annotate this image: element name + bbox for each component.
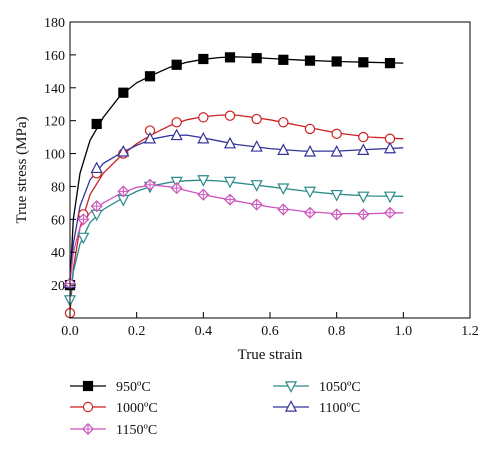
data-point-series-3 — [277, 183, 290, 195]
data-point-series-4 — [357, 208, 370, 221]
data-point-series-2 — [223, 136, 237, 149]
data-point-series-0 — [91, 118, 102, 130]
data-point-series-4 — [330, 208, 343, 221]
x-tick-label: 1.0 — [395, 324, 413, 339]
data-point-series-0 — [171, 59, 182, 70]
data-point-series-2 — [117, 145, 130, 157]
data-point-series-3 — [223, 176, 237, 189]
x-tick-label: 0.8 — [328, 324, 346, 339]
data-point-series-0 — [224, 52, 236, 63]
legend-marker — [82, 380, 94, 392]
x-tick-label: 0.6 — [261, 324, 279, 339]
data-point-series-4 — [77, 213, 90, 226]
legend-marker — [284, 400, 298, 412]
x-axis-ticks: 0.0 0.2 0.4 0.6 0.8 1.0 1.2 — [61, 312, 479, 339]
data-point-series-1 — [171, 117, 182, 128]
data-point-series-3 — [357, 191, 370, 204]
data-point-series-1 — [224, 110, 236, 121]
data-point-series-2 — [197, 131, 210, 144]
data-point-series-4 — [303, 206, 317, 219]
plot-frame — [69, 21, 471, 319]
data-point-series-1 — [198, 112, 209, 123]
data-point-series-4 — [117, 185, 130, 198]
y-tick-label: 80 — [51, 180, 65, 195]
y-axis-label: True stress (MPa) — [14, 117, 30, 224]
data-point-series-2 — [250, 140, 263, 152]
data-point-series-0 — [118, 87, 129, 98]
legend-label: 1150ºC — [116, 423, 157, 438]
data-point-series-3 — [303, 186, 317, 199]
series-markers — [63, 52, 397, 319]
data-point-series-1 — [304, 123, 316, 135]
y-tick-label: 40 — [51, 246, 65, 261]
data-point-series-4 — [143, 178, 157, 191]
x-tick-label: 0.0 — [61, 324, 79, 339]
y-tick-label: 60 — [51, 213, 65, 228]
data-point-series-0 — [304, 55, 316, 66]
y-axis-ticks: 20 40 60 80 100 120 140 160 180 — [44, 16, 76, 294]
data-point-series-4 — [250, 198, 263, 211]
x-axis-label: True strain — [238, 347, 303, 363]
data-point-series-2 — [330, 145, 343, 157]
y-tick-label: 120 — [44, 115, 65, 130]
data-point-series-4 — [197, 188, 210, 201]
data-point-series-2 — [90, 161, 103, 174]
data-point-series-1 — [358, 131, 369, 143]
legend-label: 1100ºC — [319, 401, 360, 416]
y-tick-label: 20 — [51, 279, 65, 294]
data-point-series-0 — [198, 53, 209, 65]
data-point-series-3 — [77, 232, 90, 245]
data-point-series-0 — [331, 56, 342, 67]
data-point-series-2 — [170, 128, 183, 141]
y-tick-label: 100 — [44, 148, 65, 163]
legend-marker — [81, 422, 95, 436]
data-point-series-2 — [383, 141, 397, 154]
data-point-series-4 — [170, 182, 183, 195]
data-point-series-3 — [197, 175, 210, 187]
y-tick-label: 160 — [44, 49, 65, 64]
y-tick-label: 180 — [44, 16, 65, 31]
x-tick-label: 0.4 — [195, 324, 213, 339]
data-point-series-1 — [251, 113, 262, 125]
x-tick-label: 1.2 — [461, 324, 479, 339]
legend-label: 950ºC — [116, 380, 151, 395]
legend: 950ºC 1050ºC 1000ºC 1100ºC 1150ºC — [70, 380, 361, 438]
data-point-series-4 — [277, 203, 290, 216]
data-point-series-2 — [357, 143, 370, 155]
data-point-series-1 — [278, 117, 289, 128]
data-point-series-2 — [303, 145, 317, 157]
data-point-series-0 — [358, 57, 369, 68]
data-point-series-4 — [90, 200, 103, 213]
data-point-series-2 — [277, 143, 290, 155]
data-point-series-4 — [223, 193, 237, 206]
data-point-series-0 — [278, 54, 289, 65]
y-tick-label: 140 — [44, 82, 65, 97]
legend-marker — [284, 381, 298, 393]
legend-marker — [82, 401, 94, 413]
data-point-series-4 — [383, 206, 397, 219]
data-point-series-0 — [251, 53, 262, 64]
series-line-1 — [69, 114, 404, 314]
data-point-series-0 — [384, 58, 396, 69]
x-tick-label: 0.2 — [128, 324, 146, 339]
data-point-series-1 — [331, 128, 342, 140]
series-line-0 — [69, 56, 404, 286]
legend-label: 1000ºC — [116, 401, 158, 416]
data-point-series-0 — [144, 71, 156, 82]
data-point-series-3 — [250, 180, 263, 192]
data-point-series-2 — [143, 131, 157, 144]
data-point-series-3 — [330, 189, 343, 202]
legend-label: 1050ºC — [319, 380, 361, 395]
data-point-series-3 — [383, 191, 397, 204]
